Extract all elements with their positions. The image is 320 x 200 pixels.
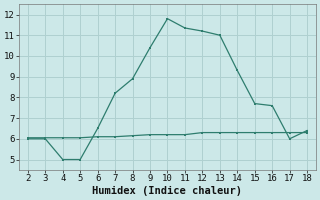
X-axis label: Humidex (Indice chaleur): Humidex (Indice chaleur) (92, 186, 243, 196)
